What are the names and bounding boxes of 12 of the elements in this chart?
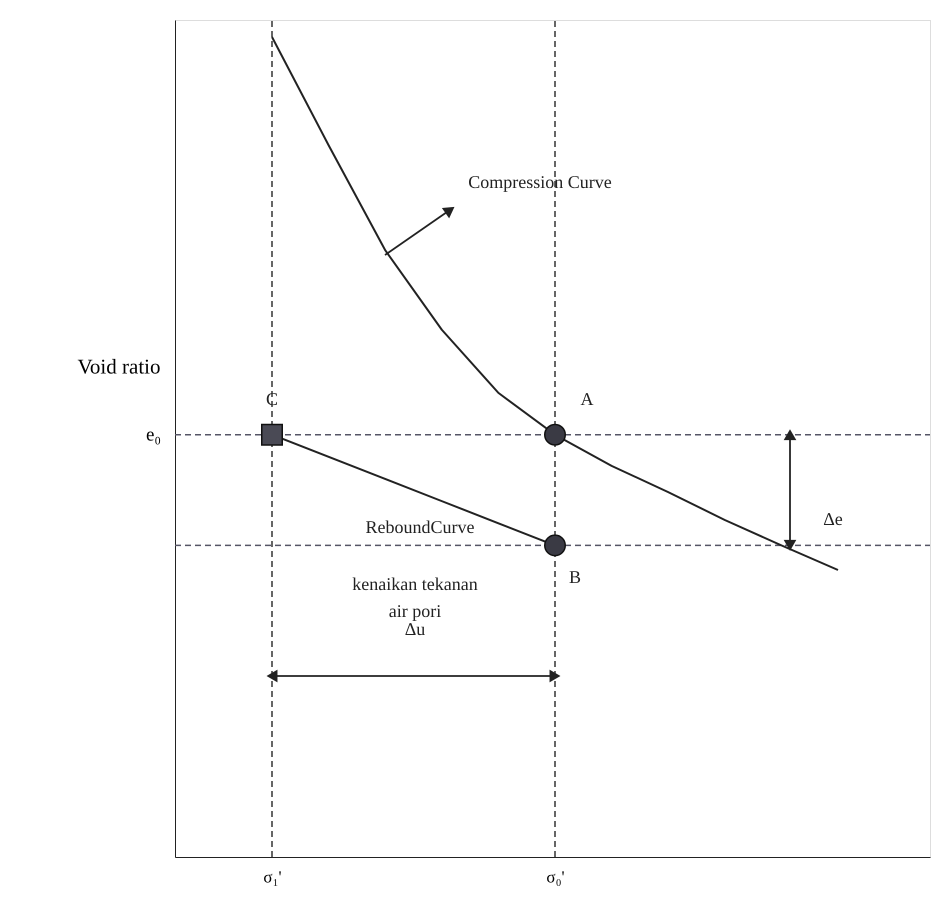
annotation: B [568, 567, 582, 587]
annotation: kenaikan tekanan [352, 574, 478, 594]
annotation: Compression Curve [468, 172, 612, 192]
y-axis-title: Void ratio [77, 354, 160, 378]
ref-line-label: e₀ [146, 424, 161, 446]
annotation: air pori [388, 601, 442, 621]
annotation: A [580, 389, 594, 409]
annotation: C [266, 389, 278, 409]
annotation: ReboundCurve [366, 517, 475, 537]
x-tick-label: σ₀' [546, 868, 565, 886]
x-tick-label: σ₁' [263, 868, 282, 886]
annotation: Δe [823, 509, 843, 529]
